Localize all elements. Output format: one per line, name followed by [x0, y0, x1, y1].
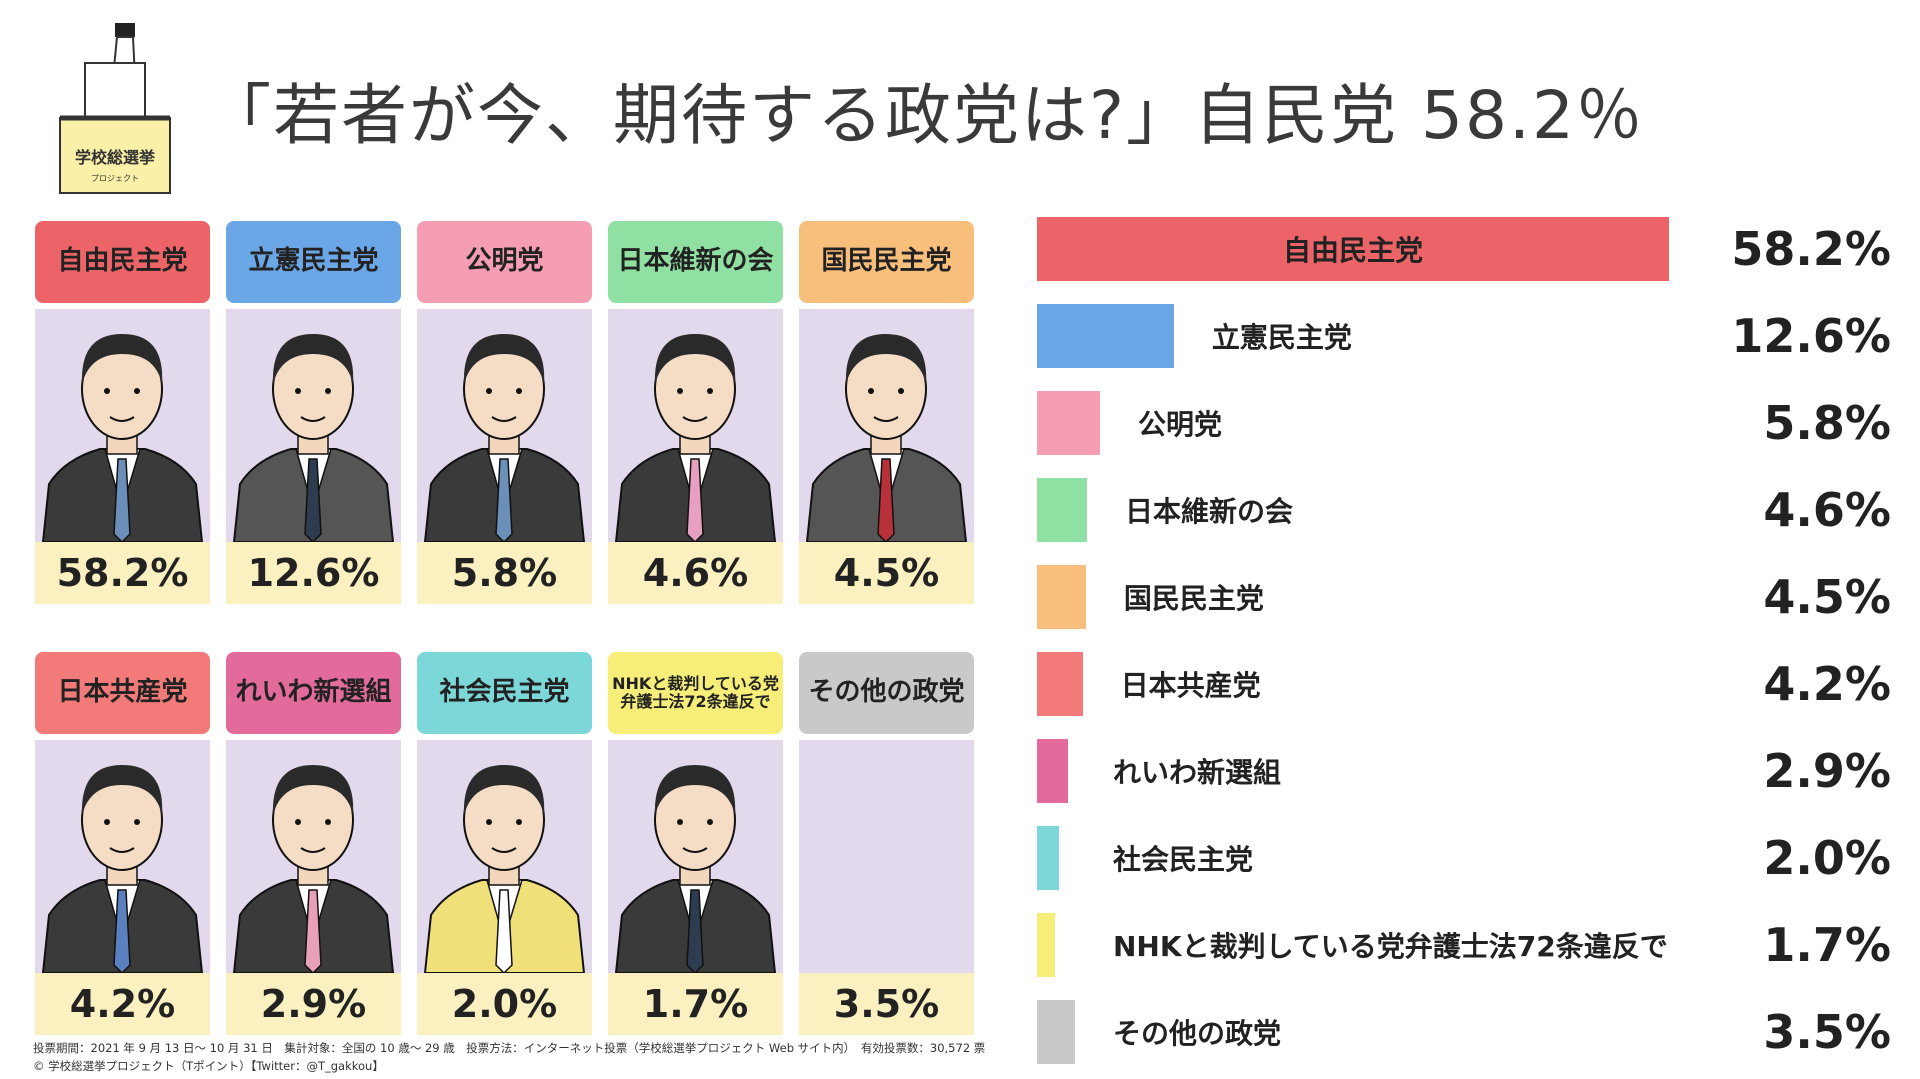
- bar: [1037, 739, 1069, 803]
- portrait: [608, 740, 783, 975]
- bar: [1037, 478, 1087, 542]
- bar-value-label: 4.2%: [1763, 657, 1891, 711]
- bar-value-label: 2.0%: [1763, 831, 1891, 885]
- card-percent: 4.2%: [35, 973, 210, 1035]
- ballot-box-logo: 学校総選挙 プロジェクト: [59, 23, 171, 194]
- portrait-illustration: [423, 765, 586, 975]
- bar-value-label: 58.2%: [1731, 222, 1891, 276]
- portrait: [35, 740, 210, 975]
- bar: [1037, 217, 1669, 281]
- bar-value-label: 12.6%: [1731, 309, 1891, 363]
- bar-value-label: 4.5%: [1763, 570, 1891, 624]
- bar-label: 立憲民主党: [1211, 321, 1352, 354]
- logo-sub: プロジェクト: [91, 174, 139, 183]
- portrait-illustration: [41, 334, 204, 544]
- bar-value-label: 2.9%: [1763, 744, 1891, 798]
- title: 「若者が今、期待する政党は?」自民党 58.2％: [205, 77, 1644, 154]
- bar-label: その他の政党: [1113, 1017, 1282, 1050]
- card-percent: 2.0%: [417, 973, 592, 1035]
- bar: [1037, 304, 1174, 368]
- portrait: [608, 309, 783, 544]
- portrait: [799, 740, 974, 973]
- card-header: 自由民主党: [35, 221, 210, 303]
- card-percent: 1.7%: [608, 973, 783, 1035]
- bar: [1037, 391, 1100, 455]
- portrait: [226, 309, 401, 544]
- portrait: [226, 740, 401, 975]
- card-percent: 3.5%: [799, 973, 974, 1035]
- card-header: 日本共産党: [35, 652, 210, 734]
- bar-label: 社会民主党: [1113, 843, 1254, 876]
- portrait: [35, 309, 210, 544]
- bar-label: れいわ新選組: [1113, 756, 1282, 789]
- bar-label: 日本維新の会: [1124, 495, 1293, 528]
- logo-text: 学校総選挙: [75, 148, 155, 167]
- bar-label: 自由民主党: [1282, 234, 1423, 267]
- card-percent: 12.6%: [226, 542, 401, 604]
- card-header: 国民民主党: [799, 221, 974, 303]
- portrait-illustration: [423, 334, 586, 544]
- card-header: 立憲民主党: [226, 221, 401, 303]
- card-percent: 2.9%: [226, 973, 401, 1035]
- bar-label: 国民民主党: [1123, 582, 1264, 615]
- bar: [1037, 565, 1086, 629]
- portrait-illustration: [232, 334, 395, 544]
- portrait: [417, 740, 592, 975]
- bar: [1037, 1000, 1075, 1064]
- bar-value-label: 4.6%: [1763, 483, 1891, 537]
- portrait-illustration: [614, 765, 777, 975]
- portrait: [799, 309, 974, 544]
- card-header: その他の政党: [799, 652, 974, 734]
- card-header: 公明党: [417, 221, 592, 303]
- portrait-illustration: [614, 334, 777, 544]
- portrait-illustration: [232, 765, 395, 975]
- portrait: [417, 309, 592, 544]
- card-percent: 58.2%: [35, 542, 210, 604]
- bar-label: NHKと裁判している党弁護士法72条違反で: [1113, 930, 1668, 963]
- portrait-illustration: [805, 334, 968, 544]
- portrait-illustration: [41, 765, 204, 975]
- bar-value-label: 1.7%: [1763, 918, 1891, 972]
- card-percent: 4.6%: [608, 542, 783, 604]
- bar-value-label: 3.5%: [1763, 1005, 1891, 1059]
- bar: [1037, 913, 1056, 977]
- bar-label: 公明党: [1137, 408, 1222, 441]
- bar-value-label: 5.8%: [1763, 396, 1891, 450]
- card-header: NHKと裁判している党弁護士法72条違反で: [608, 652, 783, 734]
- card-header: 社会民主党: [417, 652, 592, 734]
- bar-label: 日本共産党: [1120, 669, 1261, 702]
- card-percent: 4.5%: [799, 542, 974, 604]
- card-header: 日本維新の会: [608, 221, 783, 303]
- footnote: 投票期間：2021 年 9 月 13 日〜 10 月 31 日 集計対象：全国の…: [33, 1041, 986, 1055]
- card-percent: 5.8%: [417, 542, 592, 604]
- footnote: © 学校総選挙プロジェクト（Tポイント）【Twitter：@T_gakkou】: [33, 1059, 384, 1073]
- card-header: れいわ新選組: [226, 652, 401, 734]
- bar: [1037, 826, 1059, 890]
- bar: [1037, 652, 1083, 716]
